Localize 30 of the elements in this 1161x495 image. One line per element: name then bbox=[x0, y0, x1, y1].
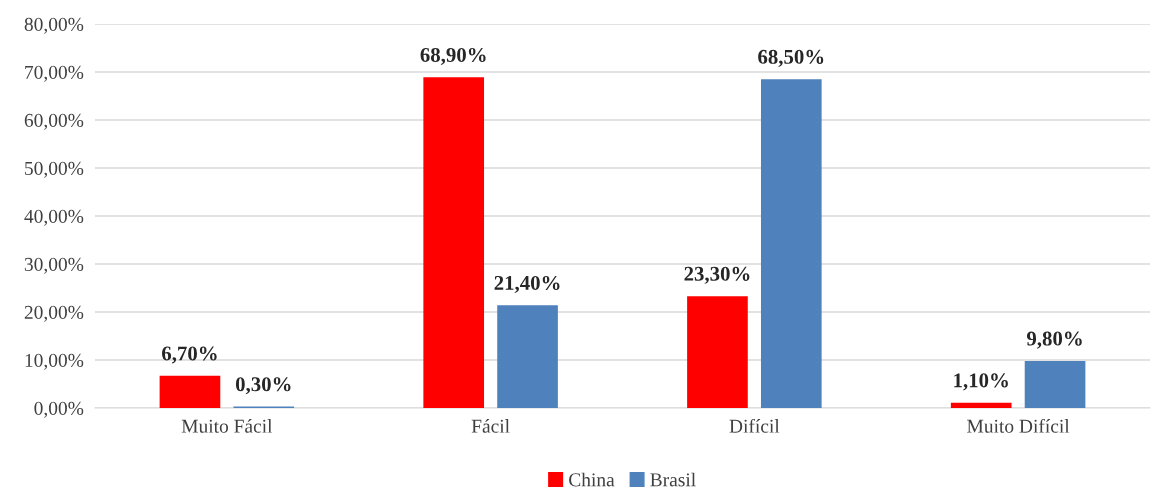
y-tick-label: 0,00% bbox=[34, 401, 84, 418]
x-tick-label: Muito Fácil bbox=[181, 419, 273, 433]
x-tick-label: Fácil bbox=[471, 419, 510, 433]
data-label: 68,50% bbox=[758, 49, 824, 67]
y-tick-label: 70,00% bbox=[25, 65, 84, 82]
bar bbox=[760, 79, 822, 408]
bar bbox=[497, 305, 558, 408]
data-label: 1,10% bbox=[954, 373, 1008, 391]
bar bbox=[687, 296, 748, 408]
y-tick-label: 50,00% bbox=[25, 161, 84, 178]
data-label: 6,70% bbox=[162, 346, 217, 364]
data-label: 0,30% bbox=[235, 377, 291, 395]
bar bbox=[159, 375, 221, 408]
y-tick-label: 30,00% bbox=[24, 257, 84, 274]
y-tick-label: 10,00% bbox=[25, 353, 84, 370]
y-tick-label: 20,00% bbox=[24, 305, 84, 322]
y-tick-label: 60,00% bbox=[24, 113, 84, 130]
legend-label: Brasil bbox=[650, 472, 696, 487]
bar bbox=[1024, 360, 1086, 408]
data-label: 23,30% bbox=[684, 266, 750, 284]
data-label: 21,40% bbox=[494, 275, 560, 293]
data-label: 68,90% bbox=[420, 47, 486, 65]
bar bbox=[423, 77, 485, 408]
bar bbox=[950, 402, 1012, 408]
data-label: 9,80% bbox=[1026, 331, 1082, 349]
legend-label: China bbox=[569, 472, 615, 487]
x-tick-label: Muito Difícil bbox=[967, 418, 1070, 433]
x-tick-label: Difícil bbox=[729, 418, 780, 433]
y-tick-label: 40,00% bbox=[24, 209, 84, 226]
y-tick-label: 80,00% bbox=[24, 17, 84, 34]
